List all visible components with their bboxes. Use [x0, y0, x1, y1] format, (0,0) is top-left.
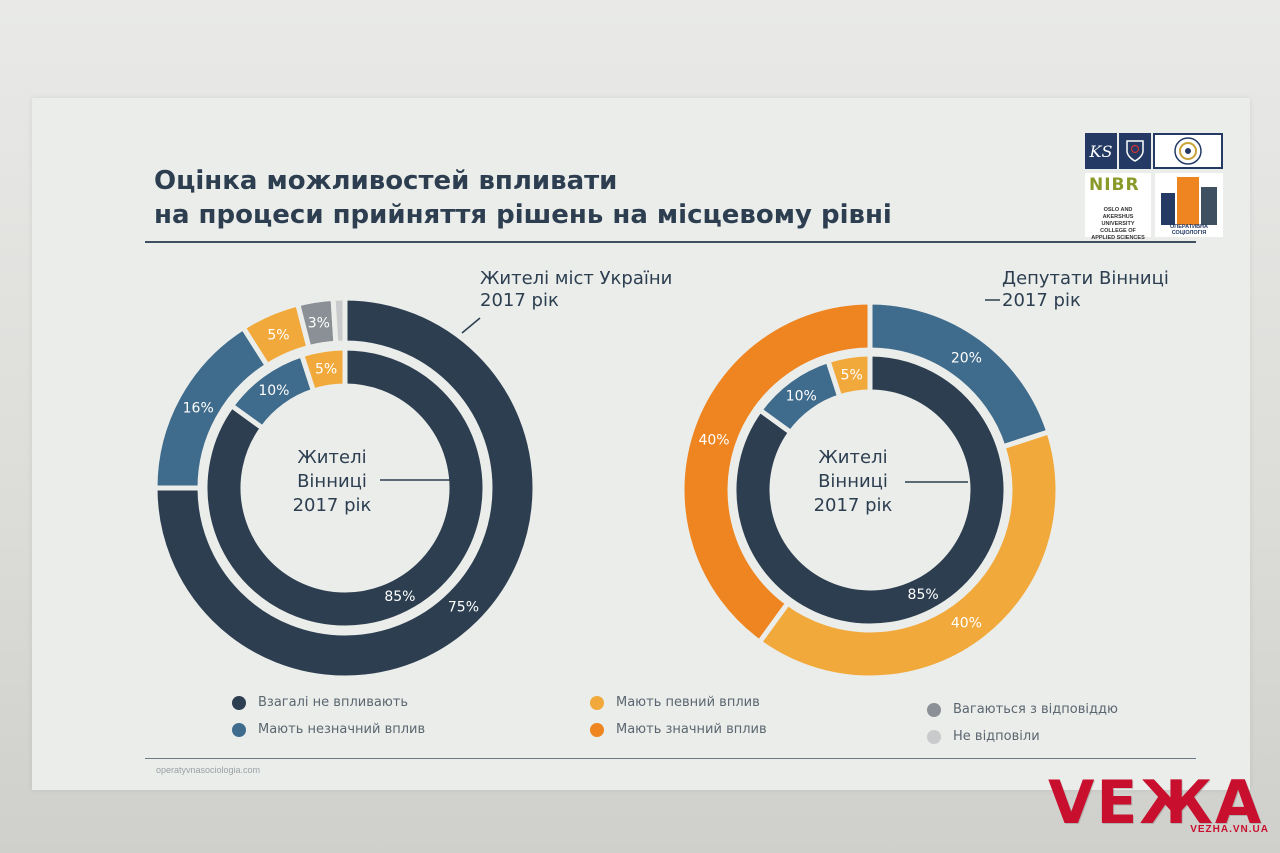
chart-2-inner-ring-segment	[731, 351, 1009, 629]
chart-2-inner-data-label: 5%	[841, 367, 863, 383]
source-url: operatyvnasociologia.com	[156, 765, 261, 775]
association-seal-icon	[1153, 133, 1223, 169]
legend-swatch	[927, 729, 941, 744]
legend-label: Мають певний вплив	[616, 695, 760, 710]
chart-1-outer-label-line-2: 2017 рік	[480, 290, 559, 311]
chart-1-center-line-2: Вінниці	[297, 471, 367, 492]
nibr-logo-subtitle: OSLO AND AKERSHUS UNIVERSITY COLLEGE OF …	[1091, 207, 1145, 241]
buildings-icon	[1161, 177, 1217, 225]
nibr-logo-text: NIBR	[1089, 175, 1140, 195]
legend-swatch	[927, 702, 941, 717]
title-line-1: Оцінка можливостей впливати	[154, 166, 618, 196]
nibr-logo: NIBR OSLO AND AKERSHUS UNIVERSITY COLLEG…	[1085, 173, 1151, 241]
legend-label: Мають значний вплив	[616, 722, 767, 737]
chart-1-outer-data-label: 75%	[448, 599, 479, 615]
ks-logo-text: KS	[1089, 141, 1113, 161]
legend-item: Взагалі не впливають	[232, 695, 408, 710]
slide-title: Оцінка можливостей впливати на процеси п…	[154, 164, 892, 232]
chart-2-outer-ring-segment	[679, 299, 873, 646]
legend-label: Вагаються з відповіддю	[953, 702, 1118, 717]
legend-swatch	[232, 695, 246, 710]
chart-1-center-line-1: Жителі	[297, 447, 367, 468]
chart-1-outer-data-label: 5%	[267, 327, 289, 343]
legend-swatch	[590, 695, 604, 710]
chart-1-center-label: Жителі Вінниці 2017 рік	[262, 446, 402, 518]
chart-1-center-line-3: 2017 рік	[292, 495, 372, 516]
chart-2-outer-data-label: 20%	[951, 350, 982, 366]
chart-2-inner-data-label: 10%	[786, 388, 817, 404]
chart-2-outer-data-label: 40%	[951, 616, 982, 632]
chart-1-inner-ring-segment	[202, 345, 488, 631]
chart-2-outer-label-line-2: 2017 рік	[1002, 290, 1081, 311]
chart-1-outer-data-label: 3%	[308, 316, 330, 332]
chart-2-outer-ring-label: Депутати Вінниці 2017 рік	[1002, 268, 1169, 312]
title-line-2: на процеси прийняття рішень на місцевому…	[154, 200, 892, 230]
legend-item: Не відповіли	[927, 729, 1040, 744]
chart-2-inner-ring-segment	[824, 351, 873, 400]
chart-1-inner-ring-segment	[298, 345, 348, 395]
chart-1-outer-ring-label: Жителі міст України 2017 рік	[480, 268, 672, 312]
legend-label: Не відповіли	[953, 729, 1040, 744]
legend-swatch	[232, 722, 246, 737]
chart-2-center-line-3: 2017 рік	[813, 495, 893, 516]
title-divider	[145, 241, 1196, 243]
chart-1-outer-label-line-1: Жителі міст України	[480, 268, 673, 289]
chart-1-inner-data-label: 85%	[384, 589, 415, 605]
legend-item: Вагаються з відповіддю	[927, 702, 1118, 717]
chart-1-inner-data-label: 5%	[315, 361, 337, 377]
sociology-logo: ОПЕРАТИВНА СОЦІОЛОГІЯ	[1155, 173, 1223, 237]
legend-swatch	[590, 722, 604, 737]
chart-1-inner-data-label: 10%	[258, 383, 289, 399]
chart-2-outer-label-line-1: Депутати Вінниці	[1002, 268, 1169, 289]
legend-item: Мають значний вплив	[590, 722, 767, 737]
chart-2-outer-data-label: 40%	[698, 432, 729, 448]
vezha-url-text: VEZHA.VN.UA	[1190, 824, 1269, 835]
chart-2-center-label: Жителі Вінниці 2017 рік	[783, 446, 923, 518]
footer-divider	[145, 758, 1196, 759]
chart-1-outer-data-label: 16%	[183, 400, 214, 416]
chart-1-outer-ring-segment	[330, 295, 348, 346]
chart-2-outer-ring-segment	[756, 428, 1061, 681]
partner-logos: KS NIBR OSLO AND AKERSHUS UNIVERSITY COL…	[1085, 133, 1223, 241]
chart-2-center-line-1: Жителі	[818, 447, 888, 468]
ks-logo: KS	[1085, 133, 1117, 169]
legend-item: Мають певний вплив	[590, 695, 760, 710]
vezha-brand-text: VEЖA	[1048, 768, 1264, 838]
vezha-watermark: VEЖA VEZHA.VN.UA	[1048, 770, 1273, 850]
legend-label: Взагалі не впливають	[258, 695, 409, 710]
chart-1-outer-label-leader	[461, 317, 481, 334]
chart-1-outer-ring-segment	[152, 295, 538, 681]
sociology-logo-text: ОПЕРАТИВНА СОЦІОЛОГІЯ	[1169, 224, 1208, 236]
chart-2-inner-data-label: 85%	[908, 587, 939, 603]
chart-2-center-line-2: Вінниці	[818, 471, 888, 492]
shield-logo-icon	[1119, 133, 1151, 169]
legend-item: Мають незначний вплив	[232, 722, 425, 737]
legend-label: Мають незначний вплив	[258, 722, 426, 737]
